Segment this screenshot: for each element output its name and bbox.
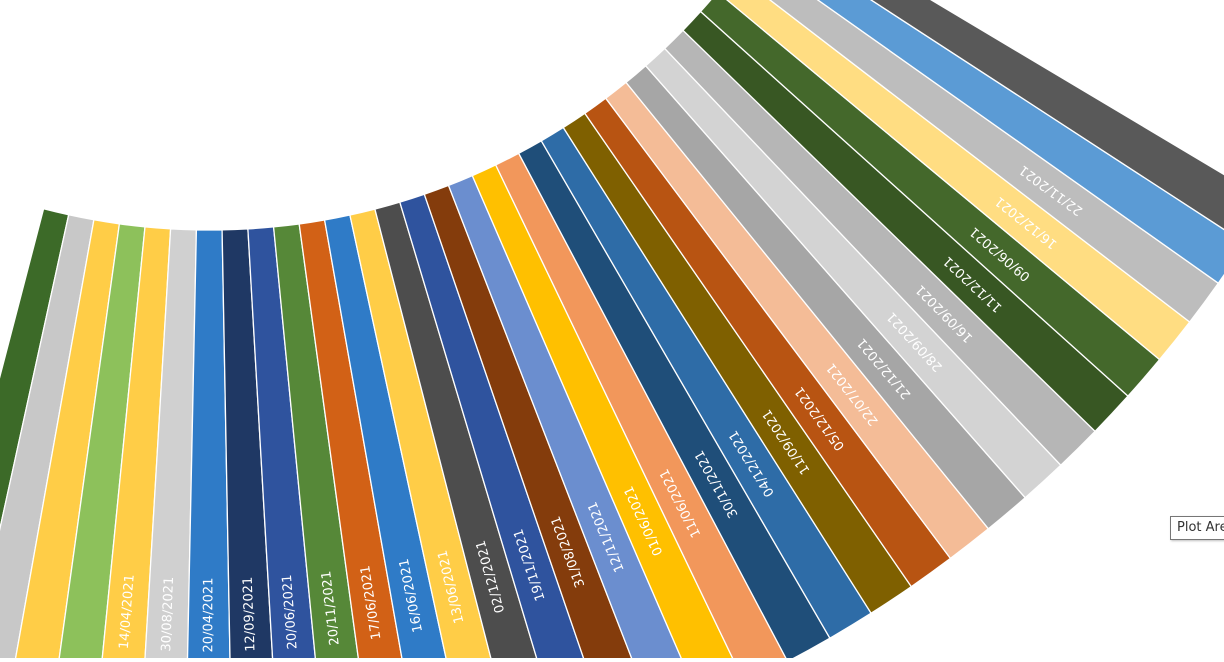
doughnut-slice[interactable]: [0, 218, 121, 662]
doughnut-slice[interactable]: [763, 0, 1224, 243]
doughnut-slice[interactable]: [447, 174, 701, 662]
doughnut-slice[interactable]: [423, 184, 656, 662]
doughnut-slice[interactable]: [272, 223, 377, 662]
doughnut-slice[interactable]: [0, 213, 95, 662]
doughnut-slice[interactable]: [41, 223, 146, 662]
doughnut-slice[interactable]: [398, 193, 611, 662]
doughnut-slice[interactable]: [185, 229, 233, 662]
doughnut-slice[interactable]: [88, 226, 172, 662]
slice-label: 20/04/2021: [201, 578, 216, 653]
slice-label: 12/09/2021: [241, 576, 259, 651]
doughnut-slice[interactable]: [749, 0, 1224, 285]
doughnut-slice[interactable]: [298, 219, 424, 662]
doughnut-slice[interactable]: [323, 214, 472, 662]
doughnut-slice[interactable]: [374, 201, 565, 662]
slice-label: 20/06/2021: [280, 574, 301, 650]
doughnut-slice[interactable]: [349, 208, 519, 662]
slice-label: 14/04/2021: [117, 574, 138, 650]
doughnut-slice[interactable]: [247, 226, 329, 662]
bottom-edge: [0, 658, 1224, 662]
plot-area-tooltip: Plot Area: [1170, 516, 1224, 540]
doughnut-slice[interactable]: [221, 228, 281, 662]
doughnut-slice[interactable]: [471, 164, 744, 662]
slice-label: 30/08/2021: [159, 576, 177, 651]
doughnut-slice[interactable]: [136, 228, 198, 662]
